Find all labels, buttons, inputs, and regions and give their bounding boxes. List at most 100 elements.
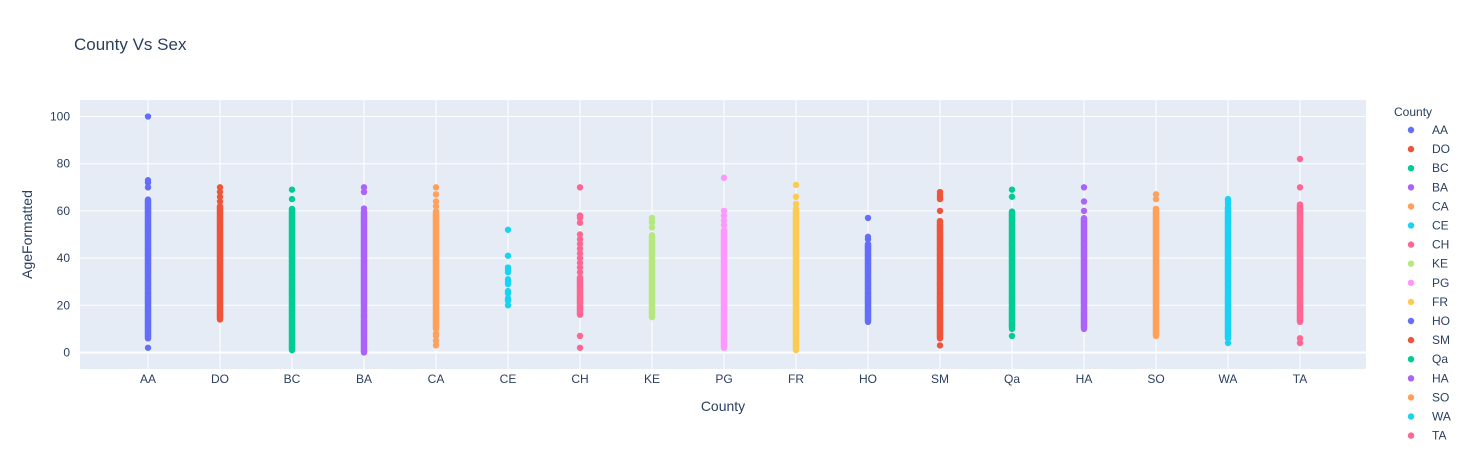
data-point: [216, 198, 224, 205]
legend-marker: [1407, 222, 1415, 229]
series-TA: [1296, 155, 1304, 347]
legend-item-CA[interactable]: CA: [1407, 199, 1449, 213]
x-tick-label: DO: [211, 372, 229, 386]
data-point: [720, 221, 728, 229]
legend-item-WA[interactable]: WA: [1407, 410, 1451, 424]
data-point: [576, 269, 584, 276]
x-tick-label: Qa: [1004, 372, 1020, 386]
legend-item-CH[interactable]: CH: [1407, 238, 1450, 252]
legend-item-KE[interactable]: KE: [1407, 257, 1448, 271]
series-KE: [648, 214, 656, 321]
legend-item-SO[interactable]: SO: [1407, 390, 1450, 404]
data-point: [360, 188, 368, 196]
legend-item-PG[interactable]: PG: [1407, 276, 1450, 290]
legend-item-DO[interactable]: DO: [1407, 142, 1450, 156]
series-CH: [576, 184, 584, 351]
legend[interactable]: County AA DO BC BA CA CE CH KE PG FR HO SM Qa HA SO WA T…: [1394, 105, 1451, 443]
legend-item-Qa[interactable]: Qa: [1407, 352, 1449, 366]
series-FR: [792, 181, 800, 354]
legend-item-SM[interactable]: SM: [1407, 333, 1450, 347]
data-point: [792, 200, 800, 208]
data-point: [1224, 339, 1232, 347]
y-axis-ticks: 0 20 40 60 80 100: [50, 110, 70, 360]
data-point: [288, 195, 296, 203]
data-point: [504, 226, 512, 233]
data-point: [1152, 205, 1160, 212]
data-point: [720, 174, 728, 182]
x-tick-label: BC: [284, 372, 301, 386]
data-point: [792, 181, 800, 189]
data-point: [648, 214, 656, 222]
legend-label: Qa: [1432, 352, 1448, 366]
legend-label: AA: [1432, 123, 1448, 137]
data-point: [576, 332, 584, 340]
data-point: [936, 217, 944, 225]
data-point: [576, 236, 584, 243]
y-tick-label: 40: [57, 251, 71, 265]
data-point: [576, 254, 584, 262]
data-point: [936, 342, 944, 349]
legend-label: SO: [1432, 390, 1449, 404]
data-point: [792, 205, 800, 213]
data-point: [792, 193, 800, 200]
y-tick-label: 100: [50, 110, 70, 124]
data-point: [144, 196, 152, 203]
data-point: [1008, 208, 1016, 215]
legend-item-CE[interactable]: CE: [1407, 219, 1449, 233]
data-point: [1080, 184, 1088, 191]
data-point: [432, 337, 440, 344]
data-point: [504, 264, 512, 271]
legend-label: FR: [1432, 295, 1448, 309]
data-point: [432, 330, 440, 337]
data-point: [504, 287, 512, 295]
data-point: [864, 240, 872, 248]
legend-marker: [1407, 317, 1415, 325]
x-tick-label: CA: [428, 372, 445, 386]
data-point: [936, 188, 944, 196]
data-point: [504, 276, 512, 283]
data-point: [720, 227, 728, 234]
x-tick-label: FR: [788, 372, 804, 386]
legend-item-FR[interactable]: FR: [1407, 295, 1449, 309]
series-CE: [504, 226, 512, 309]
x-tick-label: CH: [571, 372, 588, 386]
legend-label: PG: [1432, 276, 1449, 290]
y-tick-label: 60: [57, 204, 71, 218]
legend-title: County: [1394, 105, 1432, 119]
legend-label: DO: [1432, 142, 1450, 156]
data-point: [216, 203, 224, 210]
legend-label: TA: [1432, 429, 1446, 443]
legend-item-HA[interactable]: HA: [1407, 371, 1449, 385]
legend-marker: [1407, 165, 1415, 172]
data-point: [1152, 191, 1160, 198]
y-axis-title: AgeFormatted: [19, 190, 35, 279]
legend-marker: [1407, 203, 1415, 210]
data-point: [144, 177, 152, 184]
legend-item-AA[interactable]: AA: [1407, 123, 1448, 137]
series-SM: [936, 188, 944, 349]
legend-marker: [1407, 184, 1415, 191]
data-point: [1080, 207, 1088, 215]
series-WA: [1224, 195, 1232, 347]
y-tick-label: 0: [63, 345, 70, 359]
data-point: [216, 193, 224, 200]
legend-marker: [1407, 145, 1415, 153]
legend-label: HA: [1432, 371, 1449, 385]
legend-item-TA[interactable]: TA: [1407, 429, 1447, 443]
legend-item-BC[interactable]: BC: [1407, 161, 1449, 175]
x-tick-label: AA: [140, 372, 156, 386]
series-BA: [360, 184, 368, 356]
x-tick-label: TA: [1293, 372, 1307, 386]
x-tick-label: KE: [644, 372, 660, 386]
legend-item-HO[interactable]: HO: [1407, 314, 1450, 328]
series-HA: [1080, 184, 1088, 333]
legend-label: BC: [1432, 161, 1449, 175]
data-point: [216, 188, 224, 196]
legend-label: CA: [1432, 199, 1449, 213]
data-point: [864, 214, 872, 222]
legend-item-BA[interactable]: BA: [1407, 180, 1448, 194]
data-point: [432, 342, 440, 349]
series-AA: [144, 113, 152, 351]
data-point: [432, 191, 440, 198]
